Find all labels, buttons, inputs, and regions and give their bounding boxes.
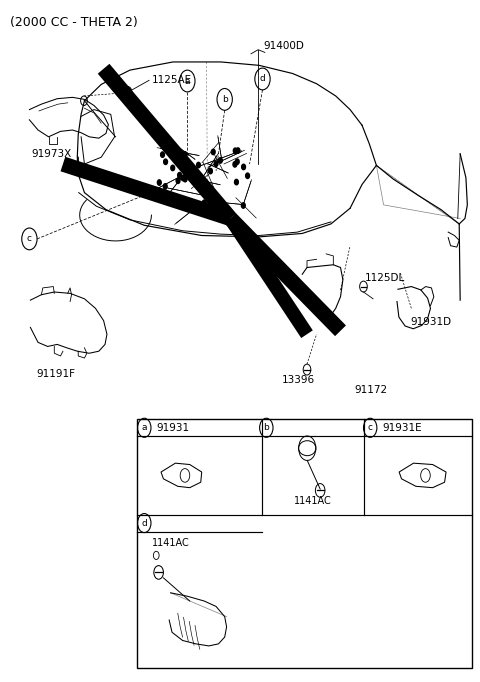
Text: 91400D: 91400D	[263, 41, 304, 50]
Circle shape	[171, 165, 175, 170]
Text: d: d	[260, 74, 265, 83]
Bar	[137, 419, 472, 668]
Circle shape	[202, 200, 206, 205]
Circle shape	[192, 201, 195, 206]
Text: 91191F: 91191F	[36, 369, 75, 379]
Circle shape	[183, 151, 187, 157]
Circle shape	[233, 148, 237, 153]
Circle shape	[201, 202, 205, 207]
Text: c: c	[27, 235, 32, 243]
Circle shape	[163, 183, 167, 189]
Text: 91172: 91172	[355, 385, 388, 395]
Text: a: a	[142, 424, 147, 432]
Circle shape	[218, 158, 222, 163]
Circle shape	[157, 180, 161, 186]
Circle shape	[161, 152, 165, 158]
Text: 13396: 13396	[282, 375, 315, 385]
Text: b: b	[264, 424, 269, 432]
Text: 91931D: 91931D	[410, 317, 451, 327]
Circle shape	[211, 149, 215, 155]
Circle shape	[214, 161, 218, 166]
Text: 91973X: 91973X	[32, 149, 72, 159]
Circle shape	[236, 148, 240, 153]
Text: 1125AE: 1125AE	[152, 75, 192, 85]
Text: (2000 CC - THETA 2): (2000 CC - THETA 2)	[10, 16, 138, 29]
Text: 1141AC: 1141AC	[294, 496, 332, 507]
Text: d: d	[142, 518, 147, 528]
Circle shape	[235, 179, 239, 185]
Circle shape	[241, 164, 245, 170]
Circle shape	[233, 162, 237, 167]
Circle shape	[176, 178, 180, 183]
Circle shape	[197, 162, 201, 168]
Circle shape	[241, 203, 245, 208]
Text: 1141AC: 1141AC	[152, 538, 189, 548]
Circle shape	[235, 159, 239, 164]
Text: b: b	[222, 95, 228, 104]
Text: 91931: 91931	[156, 423, 190, 433]
Circle shape	[164, 159, 168, 164]
Circle shape	[181, 175, 185, 181]
Text: c: c	[368, 424, 372, 432]
Text: 91931E: 91931E	[383, 423, 422, 433]
Circle shape	[208, 168, 212, 174]
Text: a: a	[185, 76, 190, 85]
Text: 1125DL: 1125DL	[364, 273, 405, 283]
Circle shape	[178, 173, 181, 178]
Circle shape	[183, 177, 187, 182]
Circle shape	[246, 173, 250, 179]
